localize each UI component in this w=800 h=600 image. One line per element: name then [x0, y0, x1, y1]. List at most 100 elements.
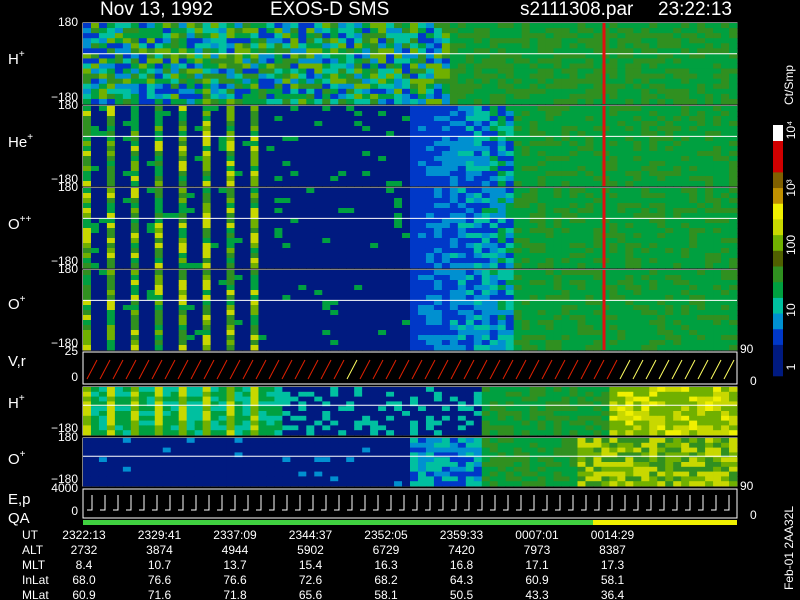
- spectrogram-cell: [202, 248, 212, 254]
- spectrogram-cell: [713, 218, 722, 224]
- spectrogram-cell: [83, 63, 92, 69]
- spectrogram-cell: [641, 146, 650, 152]
- spectrogram-cell: [601, 88, 610, 95]
- spectrogram-cell: [513, 23, 523, 29]
- spectrogram-cell: [98, 198, 108, 204]
- spectrogram-cell: [417, 203, 427, 209]
- spectrogram-cell: [505, 78, 515, 85]
- spectrogram-cell: [585, 270, 594, 276]
- spectrogram-cell: [266, 345, 275, 351]
- spectrogram-cell: [617, 171, 626, 177]
- spectrogram-cell: [186, 93, 196, 100]
- spectrogram-cell: [114, 300, 124, 306]
- spectrogram-cell: [569, 43, 578, 49]
- spectrogram-cell: [505, 121, 515, 127]
- spectrogram-cell: [322, 171, 331, 177]
- spectrogram-cell: [210, 58, 219, 64]
- spectrogram-cell: [729, 258, 738, 264]
- spectrogram-cell: [585, 253, 594, 259]
- spectrogram-cell: [330, 253, 339, 259]
- spectrogram-cell: [378, 73, 387, 80]
- spectrogram-cell: [425, 275, 435, 281]
- spectrogram-cell: [465, 116, 475, 122]
- spectrogram-cell: [362, 188, 371, 194]
- spectrogram-cell: [234, 68, 243, 75]
- spectrogram-cell: [98, 146, 108, 152]
- spectrogram-cell: [386, 270, 395, 276]
- spectrogram-cell: [226, 63, 235, 69]
- spectrogram-cell: [122, 116, 132, 122]
- spectrogram-cell: [465, 43, 475, 49]
- spectrogram-cell: [410, 290, 419, 296]
- spectrogram-cell: [537, 330, 546, 336]
- spectrogram-cell: [370, 310, 379, 316]
- spectrogram-cell: [529, 290, 539, 296]
- spectrogram-cell: [545, 193, 554, 199]
- spectrogram-cell: [521, 176, 531, 182]
- spectrogram-cell: [234, 136, 243, 142]
- spectrogram-cell: [258, 315, 267, 321]
- spectrogram-cell: [545, 340, 554, 346]
- spectrogram-cell: [266, 78, 275, 85]
- spectrogram-cell: [242, 285, 251, 291]
- spectrogram-cell: [370, 156, 379, 162]
- spectrogram-cell: [362, 58, 371, 64]
- spectrogram-cell: [250, 121, 259, 127]
- spectrogram-cell: [98, 223, 108, 229]
- spectrogram-cell: [657, 38, 666, 44]
- spectrogram-cell: [186, 340, 196, 346]
- spectrogram-cell: [106, 136, 116, 142]
- spectrogram-cell: [298, 335, 307, 341]
- panel-label-sup: ++: [20, 214, 32, 225]
- spectrogram-cell: [210, 335, 219, 341]
- spectrogram-cell: [729, 48, 738, 54]
- spectrogram-cell: [146, 315, 156, 321]
- spectrogram-cell: [697, 93, 706, 100]
- spectrogram-cell: [425, 106, 435, 112]
- spectrogram-cell: [417, 213, 427, 219]
- spectrogram-cell: [83, 310, 92, 316]
- spectrogram-cell: [505, 23, 515, 29]
- spectrogram-cell: [330, 285, 339, 291]
- spectrogram-cell: [689, 208, 698, 214]
- spectrogram-cell: [194, 290, 204, 296]
- spectrogram-cell: [489, 213, 499, 219]
- spectrogram-cell: [378, 275, 387, 281]
- spectrogram-cell: [386, 300, 395, 306]
- spectrogram-cell: [585, 315, 594, 321]
- spectrogram-cell: [242, 53, 251, 59]
- spectrogram-cell: [258, 243, 267, 249]
- spectrogram-cell: [433, 243, 443, 249]
- spectrogram-cell: [346, 238, 355, 244]
- spectrogram-cell: [194, 151, 204, 157]
- spectrogram-cell: [154, 63, 164, 69]
- spectrogram-cell: [561, 136, 570, 142]
- spectrogram-cell: [234, 33, 243, 39]
- spectrogram-cell: [505, 136, 515, 142]
- spectrogram-cell: [481, 83, 491, 90]
- spectrogram-cell: [449, 280, 459, 286]
- spectrogram-cell: [298, 63, 307, 69]
- spectrogram-cell: [226, 88, 235, 95]
- spectrogram-cell: [354, 275, 363, 281]
- spectrogram-cell: [274, 131, 283, 137]
- spectrogram-cell: [465, 280, 475, 286]
- spectrogram-cell: [154, 263, 164, 269]
- spectrogram-cell: [330, 166, 339, 172]
- spectrogram-cell: [513, 111, 523, 117]
- spectrogram-cell: [378, 213, 387, 219]
- spectrogram-cell: [425, 63, 435, 69]
- spectrogram-cell: [561, 83, 570, 90]
- spectrogram-cell: [657, 111, 666, 117]
- spectrogram-cell: [394, 320, 403, 326]
- spectrogram-cell: [593, 131, 602, 137]
- spectrogram-cell: [689, 218, 698, 224]
- spectrogram-cell: [529, 320, 539, 326]
- spectrogram-cell: [362, 68, 371, 75]
- spectrogram-cell: [553, 146, 562, 152]
- spectrogram-cell: [473, 38, 483, 44]
- spectrogram-cell: [362, 43, 371, 49]
- spectrogram-cell: [729, 141, 738, 147]
- spectrogram-cell: [218, 295, 227, 301]
- spectrogram-cell: [322, 243, 331, 249]
